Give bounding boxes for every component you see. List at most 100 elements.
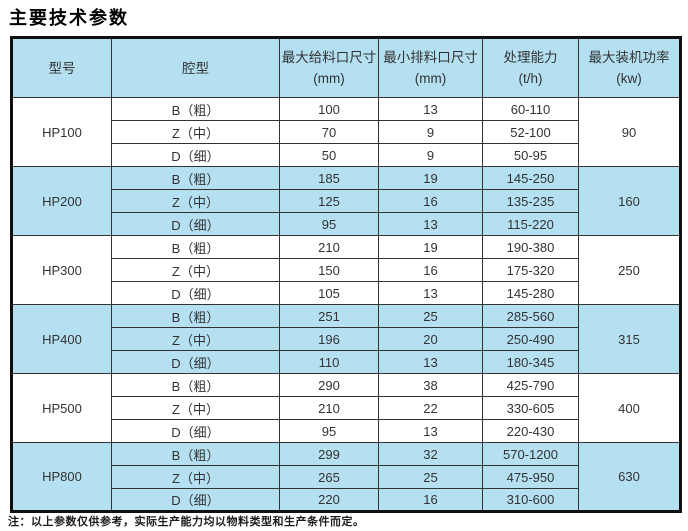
table-row: D（细） 95 13 220-430 — [12, 419, 681, 443]
max-feed-cell: 251 — [279, 304, 379, 328]
table-row: HP200 B（粗） 185 19 145-250 160 — [11, 166, 681, 236]
table-row: D（细） 95 13 115-220 — [12, 212, 681, 236]
cavity-cell: Z（中） — [111, 189, 280, 213]
table-row: D（细） 110 13 180-345 — [12, 350, 681, 374]
max-feed-cell: 290 — [279, 373, 379, 397]
max-feed-cell: 210 — [279, 235, 379, 259]
max-feed-cell: 220 — [279, 488, 379, 512]
power-cell: 315 — [578, 304, 681, 374]
capacity-cell: 310-600 — [482, 488, 579, 512]
min-discharge-cell: 19 — [378, 235, 483, 259]
capacity-cell: 52-100 — [482, 120, 579, 144]
header-min-discharge: 最小排料口尺寸 (mm) — [378, 37, 483, 98]
capacity-cell: 475-950 — [482, 465, 579, 489]
capacity-cell: 175-320 — [482, 258, 579, 282]
capacity-cell: 115-220 — [482, 212, 579, 236]
cavity-cell: B（粗） — [111, 373, 280, 397]
capacity-cell: 50-95 — [482, 143, 579, 167]
capacity-cell: 60-110 — [482, 97, 579, 121]
header-max-feed-unit: (mm) — [313, 71, 345, 86]
header-capacity: 处理能力 (t/h) — [482, 37, 579, 98]
capacity-cell: 190-380 — [482, 235, 579, 259]
table-row: Z（中） 210 22 330-605 — [12, 396, 681, 420]
capacity-cell: 425-790 — [482, 373, 579, 397]
power-cell: 250 — [578, 235, 681, 305]
page-title: 主要技术参数 — [9, 8, 129, 28]
table-row: Z（中） 196 20 250-490 — [12, 327, 681, 351]
capacity-cell: 145-280 — [482, 281, 579, 305]
cavity-cell: B（粗） — [111, 235, 280, 259]
cavity-cell: B（粗） — [111, 304, 280, 328]
header-row: 型号 腔型 最大给料口尺寸 (mm) 最小排料口尺寸 (mm) 处理能力 (t/… — [11, 37, 681, 98]
header-max-feed-label: 最大给料口尺寸 — [281, 50, 377, 65]
min-discharge-cell: 13 — [378, 419, 483, 443]
capacity-cell: 135-235 — [482, 189, 579, 213]
max-feed-cell: 70 — [279, 120, 379, 144]
cavity-cell: B（粗） — [111, 166, 280, 190]
table-row: HP400 B（粗） 251 25 285-560 315 — [11, 304, 681, 374]
table-row: D（细） 105 13 145-280 — [12, 281, 681, 305]
header-max-feed: 最大给料口尺寸 (mm) — [279, 37, 379, 98]
header-model: 型号 — [11, 37, 112, 98]
min-discharge-cell: 13 — [378, 281, 483, 305]
cavity-cell: Z（中） — [111, 120, 280, 144]
model-cell: HP800 — [11, 442, 112, 512]
table-row: Z（中） 70 9 52-100 — [12, 120, 681, 144]
power-cell: 630 — [578, 442, 681, 512]
cavity-cell: D（细） — [111, 281, 280, 305]
power-cell: 400 — [578, 373, 681, 443]
capacity-cell: 220-430 — [482, 419, 579, 443]
min-discharge-cell: 16 — [378, 258, 483, 282]
power-cell: 90 — [578, 97, 681, 167]
table-row: HP800 B（粗） 299 32 570-1200 630 — [11, 442, 681, 512]
cavity-cell: Z（中） — [111, 327, 280, 351]
min-discharge-cell: 9 — [378, 120, 483, 144]
max-feed-cell: 265 — [279, 465, 379, 489]
max-feed-cell: 299 — [279, 442, 379, 466]
cavity-cell: B（粗） — [111, 442, 280, 466]
power-cell: 160 — [578, 166, 681, 236]
min-discharge-cell: 20 — [378, 327, 483, 351]
footnote: 注：以上参数仅供参考，实际生产能力均以物料类型和生产条件而定。 — [8, 516, 365, 528]
min-discharge-cell: 32 — [378, 442, 483, 466]
capacity-cell: 285-560 — [482, 304, 579, 328]
max-feed-cell: 125 — [279, 189, 379, 213]
max-feed-cell: 185 — [279, 166, 379, 190]
capacity-cell: 180-345 — [482, 350, 579, 374]
capacity-cell: 145-250 — [482, 166, 579, 190]
table-row: D（细） 50 9 50-95 — [12, 143, 681, 167]
max-feed-cell: 95 — [279, 419, 379, 443]
header-min-discharge-unit: (mm) — [414, 71, 447, 86]
cavity-cell: B（粗） — [111, 97, 280, 121]
header-max-power-unit: (kw) — [616, 71, 642, 86]
max-feed-cell: 150 — [279, 258, 379, 282]
cavity-cell: Z（中） — [111, 465, 280, 489]
header-capacity-label: 处理能力 — [503, 50, 558, 65]
min-discharge-cell: 13 — [378, 212, 483, 236]
cavity-cell: D（细） — [111, 350, 280, 374]
min-discharge-cell: 9 — [378, 143, 483, 167]
header-min-discharge-label: 最小排料口尺寸 — [383, 50, 478, 65]
cavity-cell: D（细） — [111, 212, 280, 236]
min-discharge-cell: 22 — [378, 396, 483, 420]
min-discharge-cell: 13 — [378, 350, 483, 374]
cavity-cell: Z（中） — [111, 258, 280, 282]
min-discharge-cell: 25 — [378, 304, 483, 328]
min-discharge-cell: 16 — [378, 488, 483, 512]
max-feed-cell: 110 — [279, 350, 379, 374]
capacity-cell: 250-490 — [482, 327, 579, 351]
cavity-cell: D（细） — [111, 419, 280, 443]
max-feed-cell: 210 — [279, 396, 379, 420]
max-feed-cell: 105 — [279, 281, 379, 305]
table-row: HP300 B（粗） 210 19 190-380 250 — [11, 235, 681, 305]
model-cell: HP200 — [11, 166, 112, 236]
header-max-power-label: 最大装机功率 — [588, 50, 670, 65]
min-discharge-cell: 13 — [378, 97, 483, 121]
model-cell: HP500 — [11, 373, 112, 443]
cavity-cell: Z（中） — [111, 396, 280, 420]
header-max-power: 最大装机功率 (kw) — [578, 37, 681, 98]
table-row: HP100 B（粗） 100 13 60-110 90 — [11, 97, 681, 167]
table-row: Z（中） 265 25 475-950 — [12, 465, 681, 489]
capacity-cell: 570-1200 — [482, 442, 579, 466]
